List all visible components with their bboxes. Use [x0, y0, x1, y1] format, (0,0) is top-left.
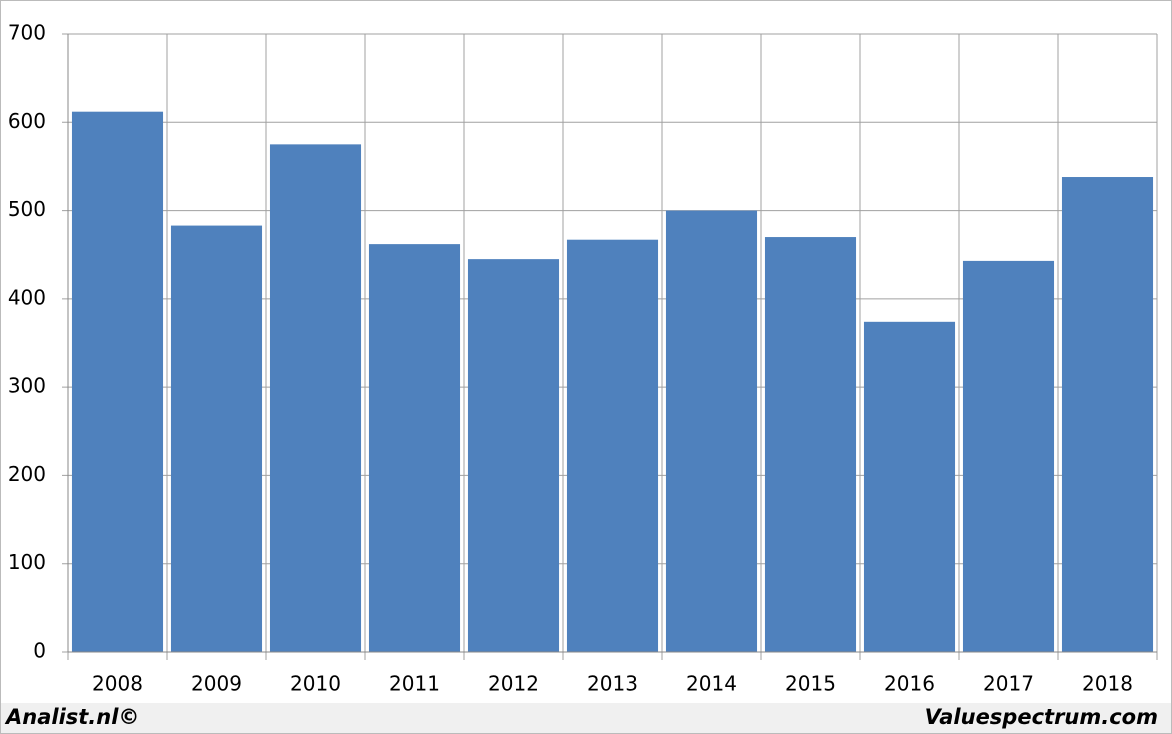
bar: [962, 260, 1055, 652]
x-tick-label: 2010: [290, 672, 341, 696]
y-tick-label: 400: [8, 285, 46, 309]
footer-left: Analist.nl©: [4, 705, 139, 729]
x-tick-label: 2016: [884, 672, 935, 696]
footer-right: Valuespectrum.com: [925, 705, 1158, 729]
y-tick-label: 500: [8, 197, 46, 221]
bar: [269, 144, 362, 652]
y-tick-label: 600: [8, 109, 46, 133]
bar: [71, 111, 164, 653]
x-tick-label: 2013: [587, 672, 638, 696]
x-tick-label: 2008: [92, 672, 143, 696]
x-tick-label: 2015: [785, 672, 836, 696]
x-tick-label: 2017: [983, 672, 1034, 696]
bar: [764, 237, 857, 653]
bar: [170, 225, 263, 652]
y-tick-label: 300: [8, 374, 46, 398]
x-tick-label: 2012: [488, 672, 539, 696]
x-tick-label: 2014: [686, 672, 737, 696]
bar: [566, 239, 659, 652]
y-tick-label: 700: [8, 21, 46, 45]
bar: [467, 259, 560, 652]
footer-strip: [1, 703, 1171, 733]
y-tick-label: 200: [8, 462, 46, 486]
x-tick-label: 2011: [389, 672, 440, 696]
bar: [665, 210, 758, 653]
bar: [1061, 177, 1154, 652]
bar: [368, 244, 461, 652]
x-tick-label: 2018: [1082, 672, 1133, 696]
y-tick-label: 0: [33, 639, 46, 663]
bar: [863, 321, 956, 652]
x-tick-label: 2009: [191, 672, 242, 696]
y-tick-label: 100: [8, 550, 46, 574]
